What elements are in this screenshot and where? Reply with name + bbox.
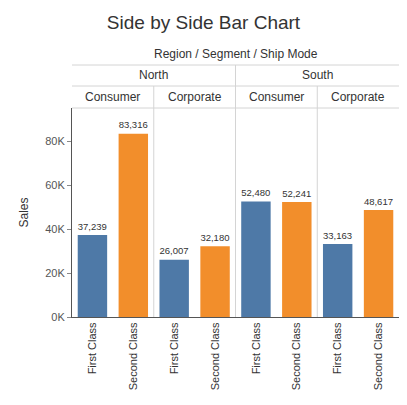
svg-text:Corporate: Corporate xyxy=(168,90,222,104)
svg-text:26,007: 26,007 xyxy=(160,245,189,256)
svg-text:83,316: 83,316 xyxy=(119,119,148,130)
svg-text:First Class: First Class xyxy=(168,322,180,374)
svg-text:Corporate: Corporate xyxy=(331,90,385,104)
svg-text:80K: 80K xyxy=(45,135,65,147)
svg-text:60K: 60K xyxy=(45,179,65,191)
svg-text:52,241: 52,241 xyxy=(282,188,311,199)
svg-text:20K: 20K xyxy=(45,267,65,279)
svg-text:First Class: First Class xyxy=(86,322,98,374)
svg-text:Second Class: Second Class xyxy=(127,322,139,390)
svg-text:40K: 40K xyxy=(45,223,65,235)
svg-text:32,180: 32,180 xyxy=(200,232,229,243)
svg-text:Side by Side Bar Chart: Side by Side Bar Chart xyxy=(107,12,301,33)
svg-text:Second Class: Second Class xyxy=(372,322,384,390)
svg-text:North: North xyxy=(139,68,168,82)
svg-text:Consumer: Consumer xyxy=(249,90,304,104)
svg-text:0K: 0K xyxy=(51,311,65,323)
svg-text:Second Class: Second Class xyxy=(209,322,221,390)
svg-text:First Class: First Class xyxy=(250,322,262,374)
svg-text:52,480: 52,480 xyxy=(241,187,270,198)
svg-text:Sales: Sales xyxy=(17,197,31,227)
svg-text:Consumer: Consumer xyxy=(85,90,140,104)
svg-text:48,617: 48,617 xyxy=(364,196,393,207)
svg-text:37,239: 37,239 xyxy=(78,221,107,232)
svg-text:33,163: 33,163 xyxy=(323,230,352,241)
svg-text:South: South xyxy=(302,68,333,82)
svg-text:Second Class: Second Class xyxy=(290,322,302,390)
svg-text:First Class: First Class xyxy=(331,322,343,374)
svg-text:Region / Segment / Ship Mode: Region / Segment / Ship Mode xyxy=(154,47,318,61)
